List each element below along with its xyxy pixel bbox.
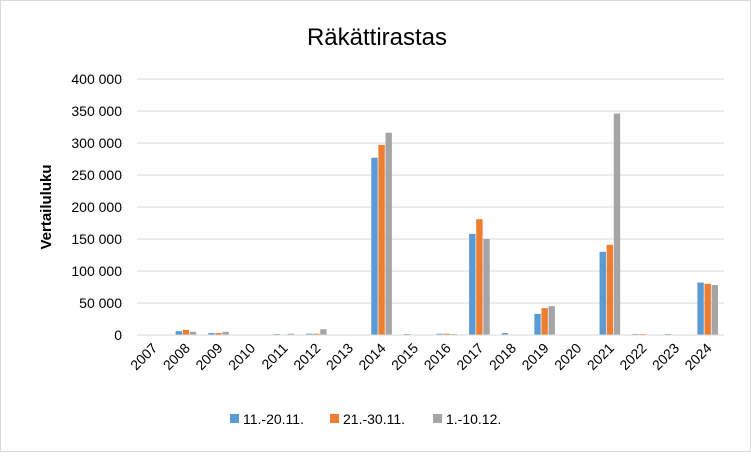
bar [548, 306, 555, 335]
bar [606, 244, 614, 335]
bars [175, 113, 718, 335]
x-tick-label: 2017 [453, 340, 486, 373]
legend-swatch [330, 414, 339, 423]
x-axis-ticks: 2007 2008 2009 2010 2011 2012 2013 2014 2015 2016… [127, 340, 715, 373]
x-tick-label: 2020 [551, 340, 584, 373]
x-tick-label: 2009 [192, 340, 225, 373]
bar [175, 331, 183, 335]
y-tick-label: 350 000 [71, 103, 122, 119]
x-tick-label: 2012 [290, 340, 323, 373]
bar [385, 132, 392, 335]
y-axis-ticks: 0 50 000 100 000 150 000 200 000 250 000 300 0… [71, 71, 122, 343]
y-tick-label: 100 000 [71, 263, 122, 279]
x-tick-label: 2022 [616, 340, 649, 373]
x-tick-label: 2023 [649, 340, 682, 373]
x-tick-label: 2015 [388, 340, 421, 373]
x-tick-label: 2019 [518, 340, 551, 373]
y-tick-label: 250 000 [71, 167, 122, 183]
bar [711, 285, 718, 335]
x-tick-label: 2018 [486, 340, 519, 373]
legend-swatch [230, 414, 239, 423]
y-tick-label: 0 [114, 327, 122, 343]
bar [469, 233, 476, 335]
chart-title: Räkättirastas [307, 24, 447, 51]
x-tick-label: 2016 [421, 340, 454, 373]
bar [697, 282, 704, 335]
x-tick-label: 2021 [584, 340, 617, 373]
legend-label: 21.-30.11. [343, 411, 405, 427]
y-tick-label: 50 000 [79, 295, 122, 311]
x-tick-label: 2007 [127, 340, 160, 373]
bar [501, 333, 509, 335]
legend-label: 11.-20.11. [243, 411, 304, 427]
bar [189, 331, 197, 335]
bar [371, 157, 378, 335]
x-tick-label: 2024 [681, 340, 714, 373]
bar [613, 113, 621, 335]
bar [208, 333, 215, 335]
y-tick-label: 300 000 [71, 135, 122, 151]
bar [704, 283, 711, 335]
legend-swatch [433, 414, 442, 423]
bar [378, 144, 385, 335]
x-tick-label: 2008 [160, 340, 193, 373]
legend-label: 1.-10.12. [446, 411, 501, 427]
bar [443, 333, 451, 335]
bar [313, 333, 320, 335]
bar [436, 333, 443, 335]
bar [222, 331, 229, 335]
bar [320, 329, 327, 335]
y-tick-label: 400 000 [71, 71, 122, 87]
legend: 11.-20.11. 21.-30.11. 1.-10.12. [230, 411, 501, 427]
bar [476, 219, 483, 335]
bar [534, 313, 541, 335]
y-tick-label: 200 000 [71, 199, 122, 215]
x-tick-label: 2014 [355, 340, 388, 373]
bar [483, 239, 490, 335]
gridlines [137, 78, 724, 304]
bar [599, 251, 606, 335]
x-tick-label: 2013 [323, 340, 356, 373]
y-tick-label: 150 000 [71, 231, 122, 247]
bar [541, 308, 548, 335]
x-tick-label: 2010 [225, 340, 258, 373]
y-axis-label: Vertailuluku [38, 164, 55, 249]
bar [306, 333, 313, 335]
bar [215, 333, 222, 335]
bar [182, 329, 190, 335]
bar [287, 333, 295, 335]
x-tick-label: 2011 [258, 340, 291, 373]
